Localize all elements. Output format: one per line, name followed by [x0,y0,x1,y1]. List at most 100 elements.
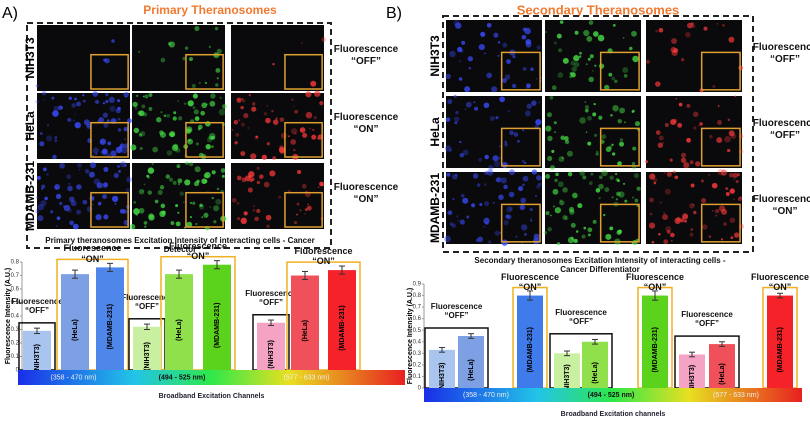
cell-signal [197,124,203,130]
cell-signal [524,27,531,35]
cell-signal [486,169,494,176]
cell-signal [170,221,175,225]
cell-signal [250,153,257,160]
cell-signal [445,73,451,80]
cell-signal [160,57,166,63]
cell-signal [559,199,563,203]
cell-signal [215,68,221,73]
annotation-box: Fluorescence “ON” [750,271,810,292]
cell-signal [172,180,177,185]
cell-signal [103,182,109,188]
cell-signal [633,173,639,179]
cell-signal [573,55,580,62]
cell-signal [290,139,297,145]
inset-frame [90,121,129,158]
cell-signal [574,30,579,35]
cell-signal [304,212,307,215]
cell-signal [464,108,467,111]
cell-signal [611,196,614,199]
cell-signal [247,126,250,130]
cell-signal [251,102,256,106]
cell-signal [160,203,166,209]
cell-signal [294,132,297,135]
bar [429,349,455,388]
cell-signal [82,99,86,103]
spectrum-strip [18,370,405,385]
cell-signal [604,187,610,193]
cell-signal [293,105,295,108]
cell-signal [263,181,270,188]
cell-signal [117,117,121,121]
cell-signal [214,26,219,31]
cell-signal [50,210,54,214]
cell-signal [521,224,528,231]
y-tick-label: 0.4 [413,339,422,345]
cell-signal [700,179,704,183]
cell-signal [102,102,106,105]
cell-signal [709,134,713,139]
cell-signal [266,105,269,107]
cell-signal [138,188,145,195]
cell-signal [168,42,172,46]
cell-signal [132,101,138,108]
cell-signal [496,176,502,183]
cell-signal [175,204,179,208]
cell-signal [508,191,515,198]
cell-signal [208,45,212,49]
cell-signal [240,105,244,110]
cell-signal [653,178,658,183]
inset-frame [700,127,741,167]
cell-signal [314,90,321,97]
cell-signal [454,121,458,125]
cell-signal [614,79,618,83]
row-state-box: Fluorescence “OFF” [334,44,398,67]
cell-signal [46,172,49,176]
channel-label: (577 - 633 nm) [284,374,330,381]
cell-signal [530,217,533,220]
cell-signal [288,135,290,138]
cell-signal [563,136,569,141]
cell-signal [201,178,207,185]
cell-signal [593,103,596,106]
cell-signal [163,114,167,118]
row-label: MDAMB-231 [428,173,442,243]
cell-signal [213,205,220,212]
cell-signal [689,232,694,237]
cell-signal [160,111,163,114]
cell-signal [609,175,614,180]
cell-signal [42,167,47,172]
cell-signal [484,183,487,186]
cell-signal [444,235,451,243]
cell-signal [664,188,671,195]
cell-signal [446,172,451,177]
cell-signal [117,99,121,103]
cell-signal [459,219,465,225]
cell-signal [570,222,576,228]
cell-signal [730,133,737,139]
row-label: NIH3T3 [23,37,37,79]
cell-signal [498,194,504,201]
cell-signal [310,80,317,87]
cell-signal [623,74,628,78]
y-tick-label: 0.6 [413,316,422,322]
cell-signal [115,108,121,114]
y-tick-label: 0.3 [413,351,422,357]
cell-signal [585,63,588,66]
cell-signal [95,153,98,155]
cell-signal [592,112,597,117]
cell-signal [616,179,620,183]
cell-signal [563,215,569,221]
annotation: Fluorescence “ON” [750,271,810,292]
bar [203,264,231,370]
row-label: NIH3T3 [428,35,442,77]
cell-signal [94,99,100,104]
cell-signal [666,229,671,234]
cell-signal [503,184,508,190]
cell-signal [126,176,133,183]
cell-signal [486,72,493,79]
row-state-box: Fluorescence “ON” [753,194,810,217]
channel-label: (494 - 525 nm) [159,374,206,381]
cell-signal [106,119,110,123]
cell-signal [506,206,513,213]
micrograph [646,172,742,244]
